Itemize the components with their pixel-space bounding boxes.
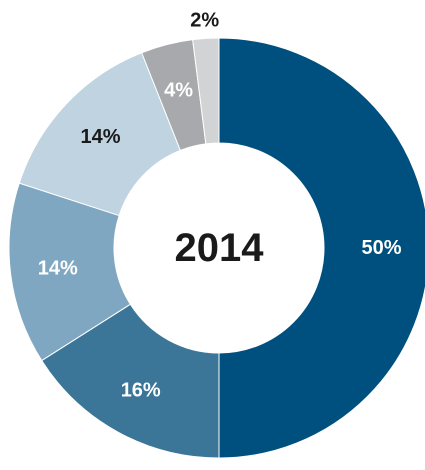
donut-hole (114, 143, 324, 353)
slice-labels: 50% 16% 14% 14% 4% 2% (38, 9, 402, 401)
slice-label-4: 14% (81, 126, 121, 148)
slice-label-6: 2% (190, 9, 219, 31)
donut-slices (8, 37, 425, 459)
slice-label-3: 14% (38, 257, 78, 279)
slice-label-5: 4% (164, 80, 193, 102)
slice-label-1: 50% (361, 237, 401, 259)
center-year-label: 2014 (175, 226, 265, 270)
slice-label-2: 16% (121, 379, 161, 401)
